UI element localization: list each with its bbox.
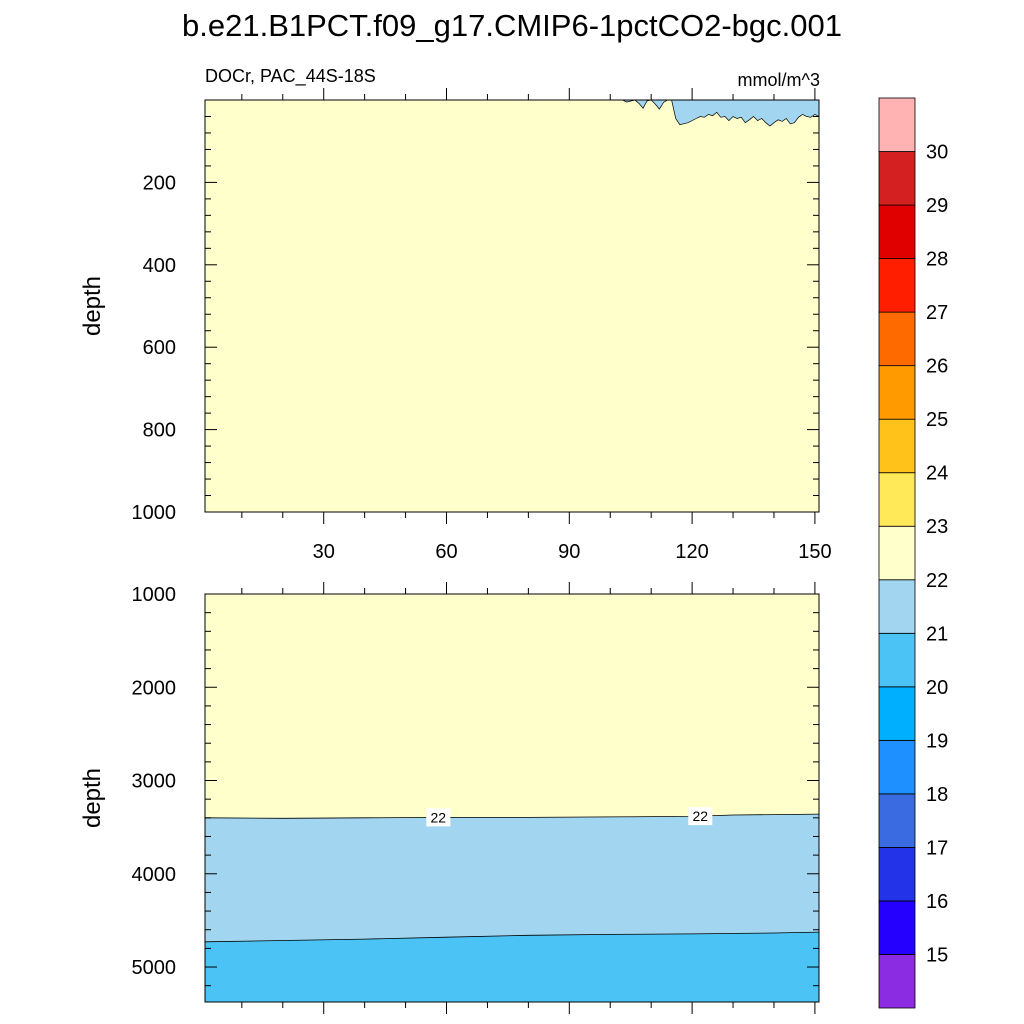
colorbar-label: 22 <box>926 570 948 592</box>
y-tick-label: 600 <box>143 337 176 359</box>
colorbar-label: 26 <box>926 356 948 378</box>
lower-panel: 22 22 1000 2000 3000 4000 5000 depth <box>79 582 820 1014</box>
plot-frame <box>204 593 820 1003</box>
x-tick-label: 60 <box>435 541 457 563</box>
x-tick-label: 30 <box>313 541 335 563</box>
colorbar-box <box>878 472 916 527</box>
colorbar-box <box>878 151 916 206</box>
colorbar-box <box>878 418 916 474</box>
colorbar-label: 19 <box>926 730 948 752</box>
x-tick-label: 120 <box>675 541 708 563</box>
colorbar-box <box>878 525 916 581</box>
colorbar-box <box>878 793 916 848</box>
colorbar-label: 27 <box>926 302 948 324</box>
colorbar-box <box>878 686 916 741</box>
contour-label-box <box>426 808 451 827</box>
colorbar-box <box>878 579 916 634</box>
x-tick-label: 150 <box>798 541 831 563</box>
contour-label-box <box>688 807 713 826</box>
colorbar-box <box>878 204 916 259</box>
colorbar-box <box>878 632 916 688</box>
colorbar-label: 17 <box>926 837 948 859</box>
colorbar-box <box>878 847 916 902</box>
contour-label: 22 <box>431 809 447 825</box>
y-tick-label: 3000 <box>132 771 177 793</box>
colorbar-box <box>878 311 916 367</box>
y-tick-label: 2000 <box>132 677 177 699</box>
colorbar-box <box>878 900 916 955</box>
colorbar-box <box>878 365 916 420</box>
colorbar-label: 15 <box>926 944 948 966</box>
upper-panel: 200 400 600 800 1000 depth 30 60 90 120 150 <box>79 88 832 563</box>
colorbar-label: 24 <box>926 463 948 485</box>
contour-region-21-22 <box>614 99 820 127</box>
band-20-21 <box>205 932 819 1002</box>
colorbar-box <box>878 739 916 795</box>
y-tick-label: 400 <box>143 255 176 277</box>
contour-label: 22 <box>693 808 709 824</box>
band-21-22 <box>205 814 819 942</box>
colorbar-label: 20 <box>926 677 948 699</box>
y-tick-label: 5000 <box>132 957 177 979</box>
colorbar-label: 30 <box>926 142 948 164</box>
colorbar-label: 29 <box>926 195 948 217</box>
colorbar-label: 23 <box>926 516 948 538</box>
contour-line-22 <box>204 813 820 819</box>
colorbar-box <box>878 97 916 152</box>
chart-title: b.e21.B1PCT.f09_g17.CMIP6-1pctCO2-bgc.00… <box>182 8 842 43</box>
units-label: mmol/m^3 <box>738 70 820 90</box>
y-tick-label: 4000 <box>132 864 177 886</box>
y-axis-label: depth <box>79 276 106 336</box>
colorbar-label: 28 <box>926 249 948 271</box>
colorbar-label: 21 <box>926 623 948 645</box>
y-tick-label: 1000 <box>132 502 177 524</box>
plot-frame <box>204 99 820 513</box>
colorbar-box <box>878 954 916 1009</box>
colorbar-label: 16 <box>926 891 948 913</box>
y-tick-label: 800 <box>143 420 176 442</box>
colorbar-label: 18 <box>926 784 948 806</box>
y-tick-label: 200 <box>143 172 176 194</box>
y-axis-label: depth <box>79 768 106 828</box>
colorbar-box <box>878 258 916 313</box>
panel-background-fill <box>205 100 819 512</box>
contour-line-21 <box>204 931 820 943</box>
variable-label: DOCr, PAC_44S-18S <box>205 66 376 87</box>
x-tick-label: 90 <box>558 541 580 563</box>
y-tick-label: 1000 <box>132 584 177 606</box>
colorbar-label: 25 <box>926 409 948 431</box>
colorbar: 15 16 17 18 19 20 21 22 23 24 25 26 27 28 29 30 <box>878 97 948 1009</box>
